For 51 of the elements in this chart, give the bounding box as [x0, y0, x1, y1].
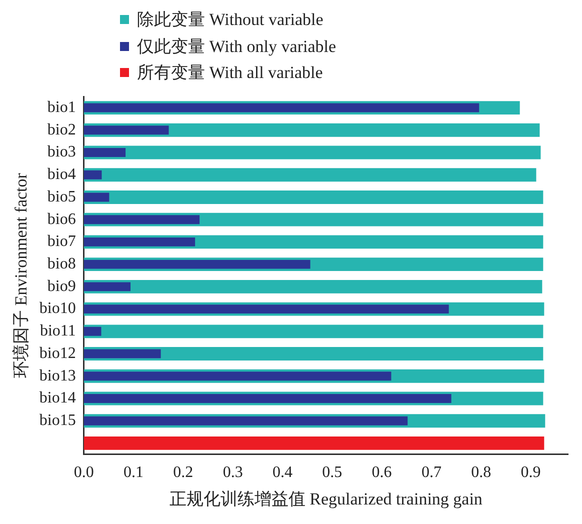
y-tick-label: bio4 — [47, 166, 76, 184]
bar — [84, 282, 131, 292]
x-tick-label: 0.9 — [520, 464, 541, 482]
x-tick-label: 0.2 — [173, 464, 194, 482]
y-tick-label: bio13 — [39, 367, 76, 384]
x-tick-label: 0.1 — [124, 464, 144, 482]
bar — [84, 168, 536, 182]
y-tick-label: bio11 — [40, 322, 76, 340]
bar — [84, 394, 452, 403]
bar — [84, 215, 200, 224]
bar — [84, 326, 102, 336]
bar — [84, 260, 310, 269]
bar — [84, 416, 408, 426]
legend-label: 所有变量 With all variable — [137, 62, 323, 84]
x-tick-label: 0.8 — [471, 464, 492, 482]
y-tick-label: bio5 — [47, 188, 76, 206]
bar — [84, 192, 110, 202]
bar — [84, 372, 392, 381]
bar — [84, 126, 169, 135]
y-tick-label: bio2 — [47, 121, 76, 138]
x-tick-label: 0.6 — [372, 464, 392, 482]
bar — [84, 190, 544, 204]
bar — [84, 280, 542, 294]
bar — [84, 148, 126, 157]
y-tick-label: bio3 — [47, 144, 76, 161]
bar — [84, 349, 161, 358]
bar — [84, 170, 102, 180]
x-axis-title: 正规化训练增益值 Regularized training gain — [169, 489, 483, 508]
y-tick-label: bio12 — [39, 344, 76, 362]
x-tick-label: 0.5 — [322, 464, 342, 482]
bar — [84, 103, 480, 112]
bar — [84, 304, 449, 314]
legend-label: 仅此变量 With only variable — [137, 36, 336, 58]
bar — [84, 324, 544, 338]
y-tick-label: bio7 — [47, 233, 76, 250]
x-tick-label: 0.3 — [222, 464, 243, 482]
y-tick-label: bio8 — [47, 256, 76, 273]
bar — [84, 146, 541, 160]
x-tick-label: 0.4 — [272, 464, 292, 482]
bar — [84, 436, 544, 450]
y-tick-label: bio10 — [39, 300, 76, 318]
y-tick-label: bio6 — [47, 210, 76, 228]
bar — [84, 237, 196, 246]
y-tick-label: bio1 — [47, 98, 76, 116]
y-tick-label: bio9 — [47, 278, 76, 295]
y-tick-label: bio15 — [39, 412, 76, 430]
x-tick-label: 0.0 — [74, 464, 94, 482]
y-tick-label: bio14 — [39, 390, 76, 407]
legend-label: 除此变量 Without variable — [137, 9, 324, 31]
y-axis-title: 环境因子 Environment factor — [12, 172, 31, 378]
x-tick-label: 0.7 — [421, 464, 442, 482]
